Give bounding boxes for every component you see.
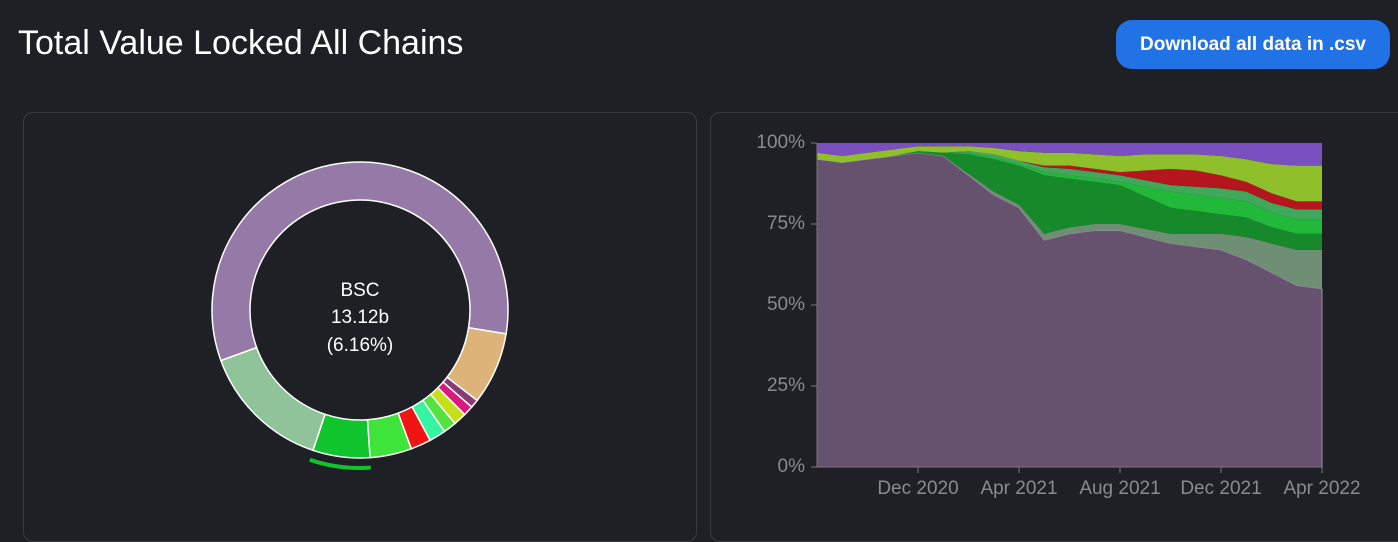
- center-tvl: 13.12b: [331, 307, 389, 328]
- active-arc: [309, 457, 371, 470]
- center-name: BSC: [340, 280, 379, 301]
- x-tick-label: Dec 2020: [877, 478, 958, 499]
- y-tick-label: 25%: [767, 375, 805, 396]
- x-tick-label: Apr 2022: [1283, 478, 1360, 499]
- area-series: [817, 151, 1322, 234]
- area-series: [817, 151, 1322, 220]
- download-button[interactable]: Download all data in .csv: [1116, 20, 1390, 69]
- x-tick-label: Dec 2021: [1180, 478, 1261, 499]
- pie-slice: [219, 346, 326, 452]
- x-tick-label: Aug 2021: [1079, 478, 1160, 499]
- page: {"header": {"title": "Total Value Locked…: [18, 20, 1398, 542]
- area-series: [817, 146, 1322, 202]
- area-series: [817, 143, 1322, 166]
- x-tick-label: Apr 2021: [980, 478, 1057, 499]
- y-tick-label: 0%: [778, 456, 806, 477]
- center-share: (6.16%): [327, 335, 394, 356]
- page-title: Total Value Locked All Chains: [18, 24, 464, 62]
- y-tick-label: 75%: [767, 213, 805, 234]
- y-tick-label: 100%: [756, 132, 805, 153]
- area-series: [817, 151, 1322, 250]
- charts: 0% 25% 50% 75% 100% Dec 2020 Apr 2021 Aug 2021 D…: [211, 132, 1361, 499]
- y-tick-label: 50%: [767, 294, 805, 315]
- area-series: [817, 151, 1322, 210]
- pie-slice: [211, 161, 509, 362]
